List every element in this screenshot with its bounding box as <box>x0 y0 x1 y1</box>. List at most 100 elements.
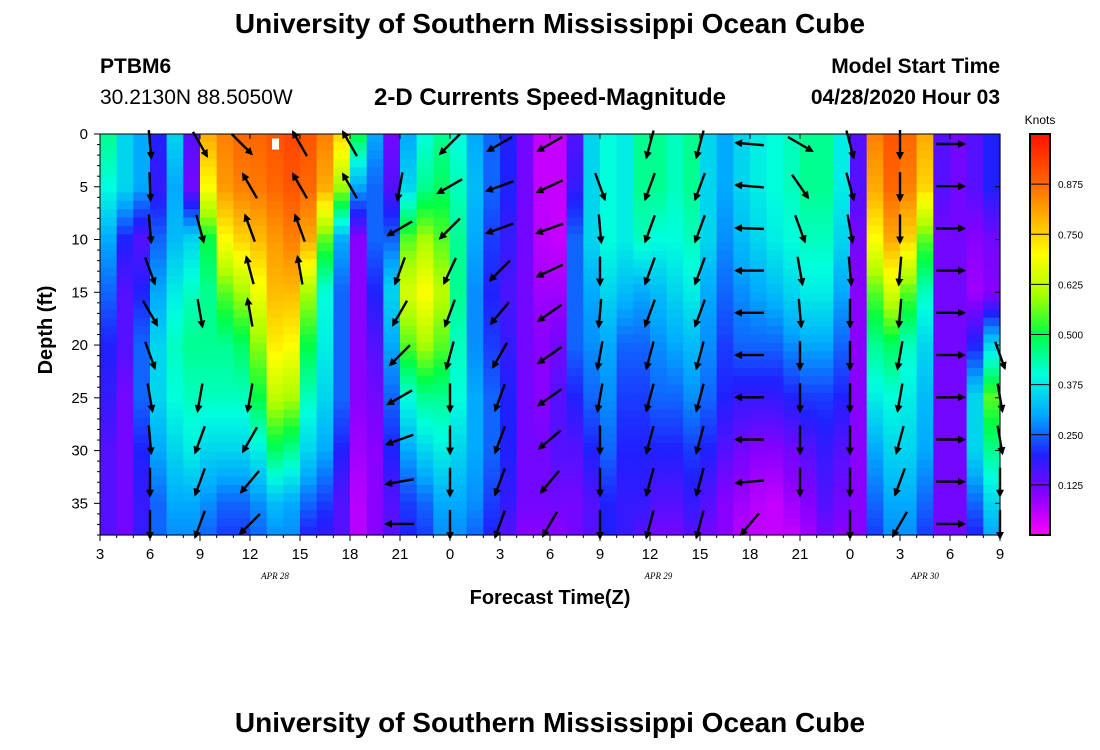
heatmap-cell <box>116 259 134 269</box>
heatmap-cell <box>183 518 201 528</box>
heatmap-cell <box>100 401 118 411</box>
heatmap-cell <box>233 493 251 503</box>
heatmap-cell <box>433 276 451 285</box>
heatmap-cell <box>783 342 801 352</box>
heatmap-cell <box>266 317 284 327</box>
heatmap-cell <box>816 434 834 444</box>
heatmap-cell <box>566 376 584 386</box>
heatmap-cell <box>133 200 151 210</box>
heatmap-cell <box>816 493 834 503</box>
heatmap-cell <box>683 443 701 453</box>
heatmap-cell <box>983 142 1001 152</box>
heatmap-cell <box>866 192 884 202</box>
heatmap-cell <box>633 317 651 327</box>
heatmap-cell <box>933 342 951 352</box>
heatmap-cell <box>716 518 734 528</box>
heatmap-cell <box>966 292 984 302</box>
heatmap-cell <box>366 384 384 394</box>
heatmap-cell <box>616 217 634 227</box>
heatmap-cell <box>666 367 684 377</box>
current-vector-arrow <box>893 468 906 497</box>
heatmap-cell <box>733 267 751 277</box>
heatmap-cell <box>633 217 651 227</box>
heatmap-cell <box>133 409 151 419</box>
heatmap-cell <box>116 434 134 444</box>
heatmap-cell <box>150 192 168 202</box>
heatmap-cell <box>750 175 768 185</box>
heatmap-cell <box>700 392 718 402</box>
heatmap-cell <box>350 192 368 202</box>
heatmap-cell <box>883 367 901 377</box>
heatmap-cell <box>183 159 201 169</box>
heatmap-cell <box>200 217 218 227</box>
heatmap-cell <box>366 426 384 436</box>
heatmap-cell <box>416 509 434 519</box>
heatmap-cell <box>150 234 168 244</box>
heatmap-cell <box>966 301 984 311</box>
heatmap-cell <box>383 426 401 436</box>
heatmap-cell <box>116 184 134 194</box>
heatmap-cell <box>583 493 601 503</box>
heatmap-cell <box>500 142 518 152</box>
heatmap-cell <box>883 184 901 194</box>
heatmap-cell <box>333 493 351 503</box>
heatmap-cell <box>550 443 568 453</box>
heatmap-cell <box>916 175 934 185</box>
heatmap-cell <box>666 359 684 369</box>
heatmap-cell <box>966 509 984 519</box>
heatmap-cell <box>783 409 801 419</box>
heatmap-cell <box>566 150 584 160</box>
current-vector-arrow <box>694 467 705 498</box>
heatmap-cell <box>500 259 518 269</box>
heatmap-cell <box>600 317 618 327</box>
heatmap-cell <box>216 426 234 436</box>
heatmap-cell <box>666 209 684 219</box>
heatmap-cell <box>800 134 818 143</box>
heatmap-cell <box>650 418 668 427</box>
heatmap-cell <box>133 159 151 169</box>
heatmap-cell <box>800 351 818 361</box>
current-vector-arrow <box>535 263 564 278</box>
x-date-label: APR 29 <box>643 571 672 581</box>
heatmap-cell <box>400 234 418 244</box>
heatmap-cell <box>466 443 484 453</box>
heatmap-cell <box>800 392 818 402</box>
heatmap-cell <box>516 384 534 394</box>
heatmap-cell <box>950 493 968 503</box>
heatmap-cell <box>216 167 234 177</box>
heatmap-cell <box>166 468 184 478</box>
heatmap-cell <box>550 484 568 494</box>
heatmap-cell <box>600 217 618 227</box>
heatmap-cell <box>800 468 818 478</box>
heatmap-cell <box>100 242 118 252</box>
heatmap-cell <box>683 367 701 377</box>
heatmap-cell <box>366 376 384 386</box>
heatmap-cell <box>266 451 284 461</box>
x-tick-label: 3 <box>896 546 904 563</box>
heatmap-cell <box>633 401 651 411</box>
heatmap-cell <box>866 493 884 503</box>
heatmap-cell <box>583 409 601 419</box>
heatmap-cell <box>383 276 401 285</box>
heatmap-cell <box>133 401 151 411</box>
heatmap-cell <box>683 159 701 169</box>
heatmap-cell <box>366 250 384 260</box>
heatmap-cell <box>833 309 851 319</box>
heatmap-cell <box>183 167 201 177</box>
heatmap-cell <box>900 184 918 194</box>
heatmap-cell <box>500 384 518 394</box>
heatmap-cell <box>916 443 934 453</box>
heatmap-cell <box>483 192 501 202</box>
heatmap-cell <box>483 509 501 519</box>
heatmap-cell <box>550 526 568 536</box>
heatmap-cell <box>166 309 184 319</box>
heatmap-cell <box>883 493 901 503</box>
heatmap-cell <box>616 326 634 336</box>
heatmap-cell <box>600 309 618 319</box>
heatmap-cell <box>866 234 884 244</box>
heatmap-cell <box>600 418 618 427</box>
heatmap-cell <box>600 443 618 453</box>
heatmap-cell <box>283 518 301 528</box>
heatmap-cell <box>366 292 384 302</box>
heatmap-cell <box>866 518 884 528</box>
